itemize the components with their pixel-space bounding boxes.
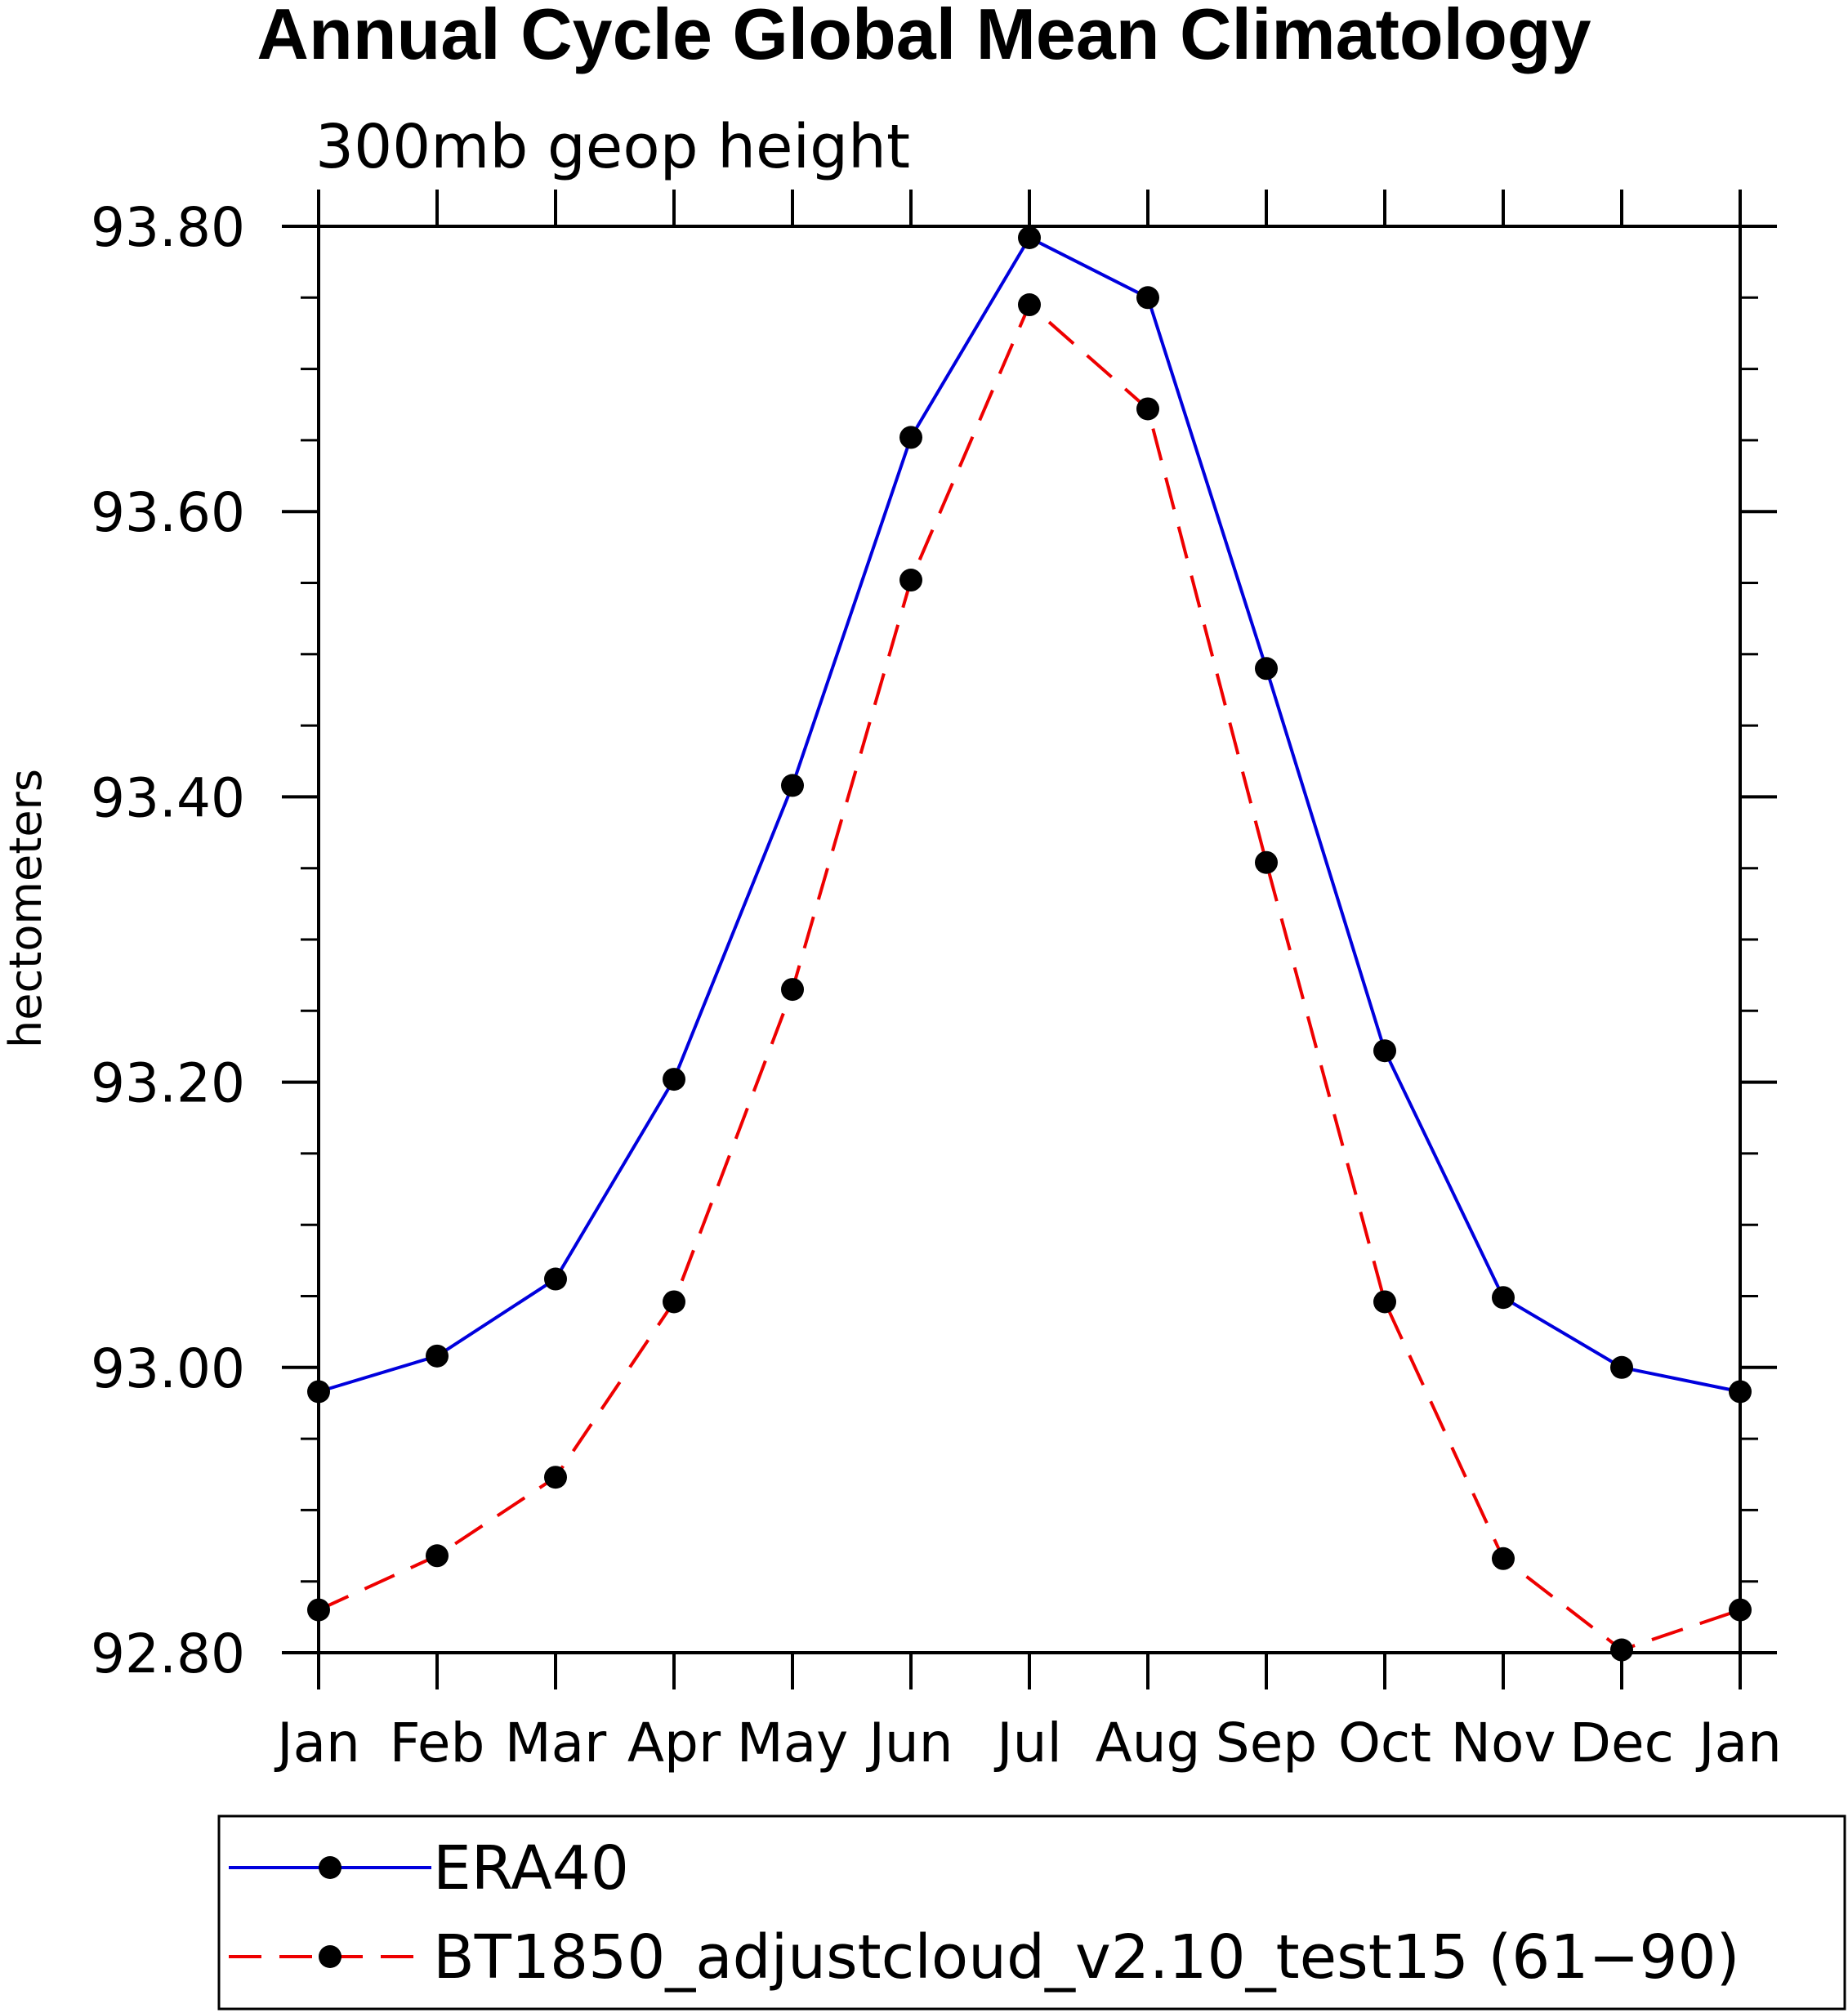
y-tick-label: 93.80 [91, 196, 245, 259]
data-point [1136, 397, 1159, 421]
series-line [318, 235, 1741, 1394]
x-tick-label: May [737, 1712, 848, 1774]
y-tick-label: 93.20 [91, 1052, 245, 1115]
x-tick-label: Oct [1338, 1712, 1431, 1774]
data-point [1373, 1039, 1396, 1063]
legend-label: ERA40 [433, 1833, 629, 1904]
x-tick-label: Sep [1216, 1712, 1317, 1774]
data-point [663, 1068, 685, 1091]
x-tick-label: Dec [1569, 1712, 1674, 1774]
x-tick-label: Jun [865, 1712, 953, 1774]
data-point [1729, 1598, 1752, 1622]
data-point [426, 1344, 449, 1368]
chart-title: Annual Cycle Global Mean Climatology [257, 0, 1591, 74]
series-1 [307, 225, 1752, 1404]
data-point [1255, 657, 1278, 681]
data-point [781, 774, 804, 797]
axis-ticks [282, 190, 1777, 1689]
legend: ERA40 BT1850_adjustcloud_v2.10_test15 (61… [217, 1814, 1846, 2011]
x-tick-label: Mar [505, 1712, 607, 1774]
data-point [1610, 1355, 1633, 1379]
data-point [1136, 286, 1159, 310]
x-tick-label: Jan [1695, 1712, 1782, 1774]
legend-marker [319, 1945, 341, 1968]
legend-label: BT1850_adjustcloud_v2.10_test15 (61−90) [433, 1922, 1739, 1993]
x-tick-label: Jul [993, 1712, 1062, 1774]
data-point [899, 426, 922, 449]
y-tick-label: 93.00 [91, 1337, 245, 1400]
tick-labels: Jan Feb Mar Apr May Jun Jul Aug Sep Oct Nov Dec Jan 9… [91, 196, 1782, 1774]
data-point [899, 569, 922, 592]
data-point [307, 1598, 330, 1622]
data-point [1492, 1547, 1515, 1570]
y-tick-label: 93.40 [91, 766, 245, 829]
data-point [1729, 1380, 1752, 1404]
data-point [781, 978, 804, 1002]
legend-box [217, 1814, 1846, 2011]
chart-subtitle: 300mb geop height [315, 112, 910, 182]
plot-frame [317, 225, 1742, 1654]
data-point [663, 1290, 685, 1314]
data-point [1255, 850, 1278, 874]
series-layer [307, 225, 1752, 1662]
data-point [1492, 1286, 1515, 1310]
series-2 [307, 293, 1752, 1662]
x-tick-label: Aug [1096, 1712, 1201, 1774]
x-tick-label: Feb [390, 1712, 485, 1774]
y-axis-label: hectometers [0, 769, 51, 1048]
y-tick-label: 93.60 [91, 481, 245, 544]
data-point [544, 1466, 567, 1489]
plot-border [317, 225, 1742, 1654]
data-point [1018, 293, 1041, 317]
x-tick-label: Jan [274, 1712, 360, 1774]
data-point [1373, 1290, 1396, 1314]
y-tick-label: 92.80 [91, 1622, 245, 1685]
data-point [426, 1544, 449, 1568]
data-point [1018, 225, 1041, 249]
data-point [1610, 1638, 1633, 1662]
series-line [318, 301, 1741, 1652]
x-tick-label: Nov [1451, 1712, 1556, 1774]
x-tick-label: Apr [627, 1712, 721, 1774]
data-point [307, 1380, 330, 1404]
legend-marker [319, 1856, 341, 1879]
data-point [544, 1267, 567, 1291]
